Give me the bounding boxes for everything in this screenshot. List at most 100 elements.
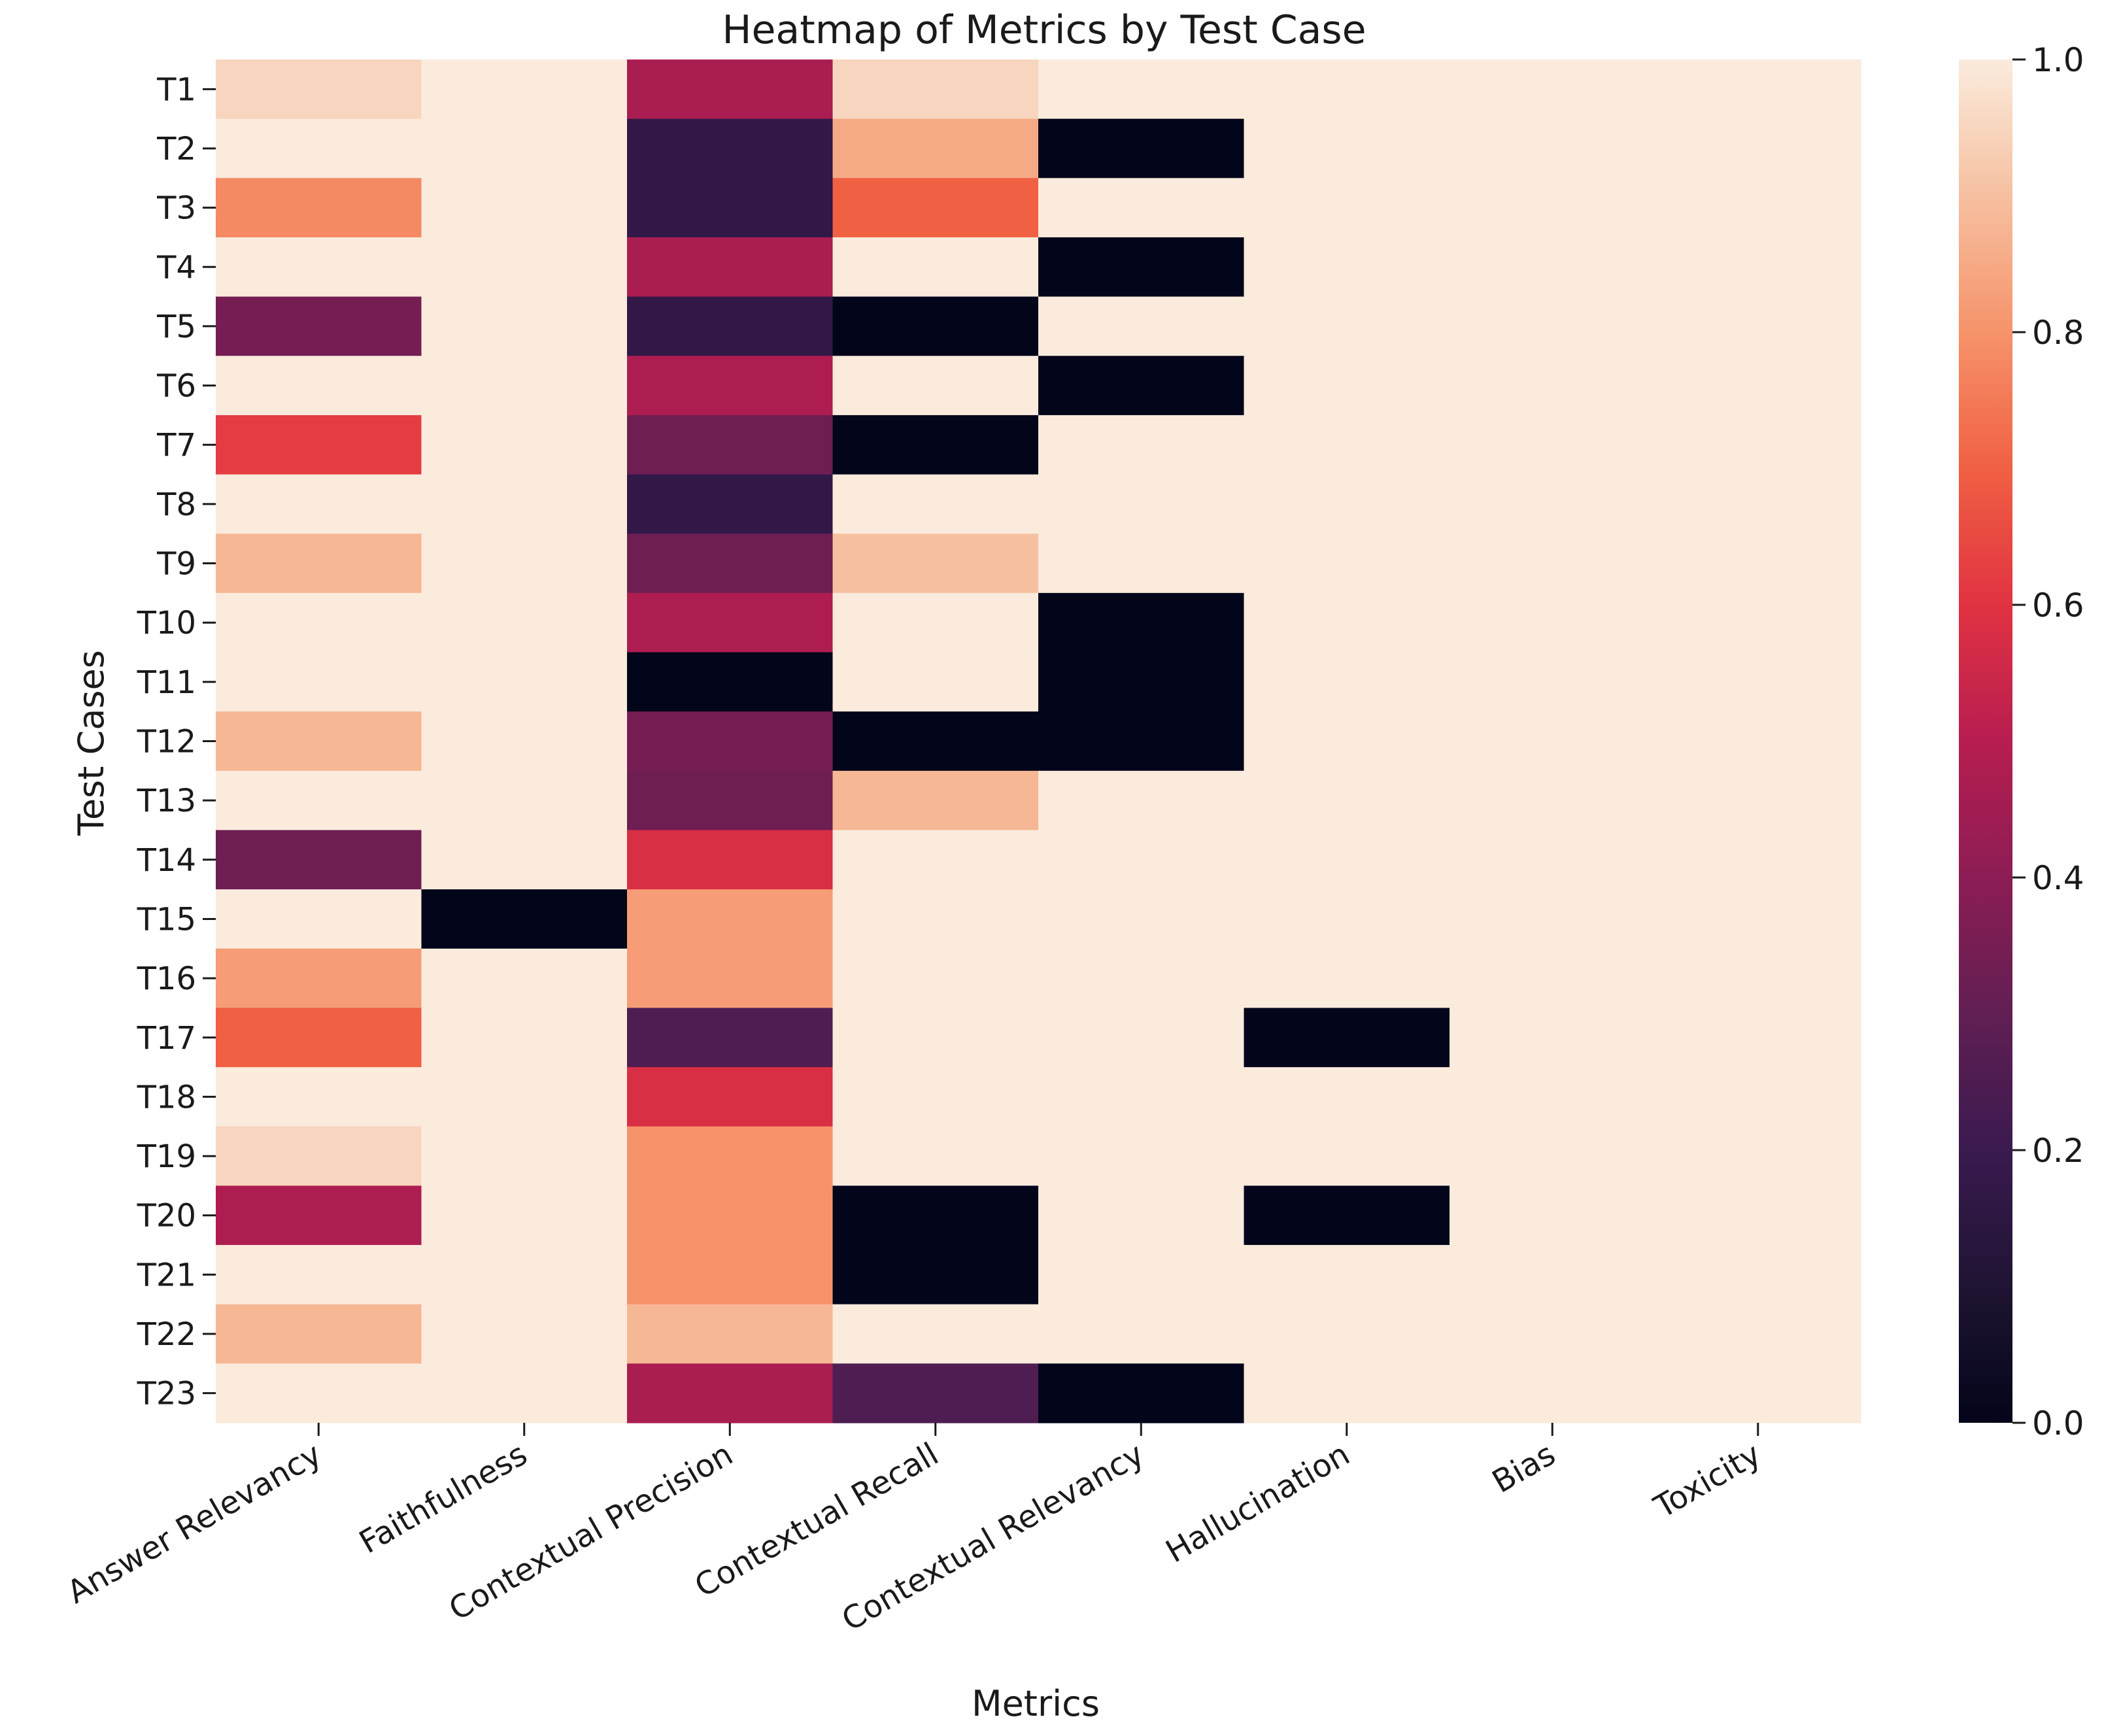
heatmap-cell bbox=[1038, 534, 1245, 594]
heatmap-cell bbox=[1038, 652, 1245, 712]
x-tick-label: Faithfulness bbox=[353, 1436, 534, 1561]
colorbar-tick-label: 0.4 bbox=[2032, 859, 2084, 897]
heatmap-cell bbox=[216, 474, 422, 534]
heatmap-cell bbox=[1244, 770, 1450, 831]
heatmap-cell bbox=[216, 178, 422, 238]
colorbar-tick-label: 1.0 bbox=[2032, 41, 2084, 79]
heatmap-cell bbox=[627, 237, 834, 298]
heatmap-cell bbox=[1655, 830, 1861, 890]
heatmap-cell bbox=[1038, 948, 1245, 1009]
heatmap-cell bbox=[421, 1304, 628, 1364]
heatmap-cell bbox=[1244, 415, 1450, 475]
heatmap-cell bbox=[1655, 770, 1861, 831]
heatmap-cell bbox=[1450, 770, 1656, 831]
heatmap-cell bbox=[421, 296, 628, 356]
heatmap-cell bbox=[1450, 830, 1656, 890]
heatmap-cell bbox=[627, 1245, 834, 1305]
heatmap-cell bbox=[1655, 889, 1861, 949]
heatmap-cell bbox=[1244, 356, 1450, 416]
heatmap-cell bbox=[1655, 178, 1861, 238]
heatmap-cell bbox=[832, 1008, 1039, 1068]
heatmap-cell bbox=[1450, 1304, 1656, 1364]
heatmap-cell bbox=[1655, 1067, 1861, 1127]
heatmap-cell bbox=[1038, 118, 1245, 179]
heatmap-cell bbox=[1038, 1363, 1245, 1423]
y-tick-label: T9 bbox=[156, 546, 196, 583]
heatmap-cell bbox=[1450, 60, 1656, 120]
heatmap-cell bbox=[1655, 1126, 1861, 1186]
heatmap-cell bbox=[216, 1008, 422, 1068]
heatmap-cell bbox=[1450, 1363, 1656, 1423]
y-tick-label: T10 bbox=[137, 605, 196, 641]
heatmap-cell bbox=[421, 889, 628, 949]
heatmap-cell bbox=[1450, 1067, 1656, 1127]
y-tick-label: T23 bbox=[137, 1376, 196, 1412]
heatmap-cell bbox=[832, 415, 1039, 475]
heatmap-cell bbox=[216, 237, 422, 298]
heatmap-cell bbox=[421, 534, 628, 594]
heatmap-cell bbox=[1038, 1245, 1245, 1305]
heatmap-cell bbox=[216, 1245, 422, 1305]
y-tick-label: T8 bbox=[156, 486, 196, 523]
heatmap-cell bbox=[421, 237, 628, 298]
heatmap-cell bbox=[832, 948, 1039, 1009]
heatmap-cell bbox=[1244, 118, 1450, 179]
y-tick-label: T7 bbox=[156, 427, 196, 464]
heatmap-cell bbox=[216, 1126, 422, 1186]
heatmap-cell bbox=[627, 1185, 834, 1246]
y-tick-label: T18 bbox=[137, 1079, 196, 1115]
heatmap-cell bbox=[832, 830, 1039, 890]
x-tick-label: Toxicity bbox=[1648, 1436, 1767, 1526]
heatmap-cell bbox=[832, 592, 1039, 653]
y-tick-label: T20 bbox=[137, 1198, 196, 1234]
y-axis-label: Test Cases bbox=[71, 650, 112, 836]
heatmap-cell bbox=[627, 1067, 834, 1127]
heatmap-cell bbox=[1450, 1008, 1656, 1068]
heatmap-cell bbox=[1450, 356, 1656, 416]
heatmap-cell bbox=[1244, 1008, 1450, 1068]
heatmap-cell bbox=[1244, 652, 1450, 712]
heatmap-cell bbox=[1450, 1185, 1656, 1246]
heatmap-cell bbox=[832, 652, 1039, 712]
heatmap-cell bbox=[832, 1304, 1039, 1364]
heatmap-cell bbox=[1655, 1304, 1861, 1364]
heatmap-cell bbox=[1038, 1126, 1245, 1186]
y-tick-label: T1 bbox=[156, 71, 196, 108]
y-tick-label: T17 bbox=[137, 1020, 196, 1057]
heatmap-cell bbox=[627, 770, 834, 831]
heatmap-cell bbox=[1244, 1304, 1450, 1364]
y-tick-label: T2 bbox=[156, 131, 196, 167]
heatmap-cell bbox=[1655, 356, 1861, 416]
colorbar-tick-label: 0.0 bbox=[2032, 1404, 2084, 1442]
heatmap-cell bbox=[216, 889, 422, 949]
heatmap-cell bbox=[1038, 237, 1245, 298]
heatmap-cell bbox=[832, 770, 1039, 831]
heatmap-cell bbox=[627, 1304, 834, 1364]
heatmap-cell bbox=[1244, 711, 1450, 772]
heatmap-cell bbox=[1244, 178, 1450, 238]
heatmap-cell bbox=[627, 296, 834, 356]
heatmap-cell bbox=[1655, 474, 1861, 534]
y-tick-label: T4 bbox=[156, 249, 196, 286]
heatmap-cell bbox=[832, 1126, 1039, 1186]
heatmap-cell bbox=[216, 770, 422, 831]
y-tick-label: T15 bbox=[137, 901, 196, 938]
colorbar-tick-label: 0.2 bbox=[2032, 1132, 2084, 1170]
heatmap-cell bbox=[1450, 534, 1656, 594]
heatmap-cell bbox=[1450, 1126, 1656, 1186]
heatmap-cell bbox=[1655, 237, 1861, 298]
heatmap-cell bbox=[1655, 948, 1861, 1009]
heatmap-cell bbox=[1655, 60, 1861, 120]
heatmap-cell bbox=[1244, 1067, 1450, 1127]
heatmap-cells bbox=[216, 60, 1861, 1423]
x-tick-label: Answer Relevancy bbox=[61, 1436, 328, 1611]
heatmap-cell bbox=[1655, 1008, 1861, 1068]
y-tick-label: T11 bbox=[137, 664, 196, 701]
heatmap-cell bbox=[1038, 1008, 1245, 1068]
heatmap-cell bbox=[216, 118, 422, 179]
heatmap-cell bbox=[421, 474, 628, 534]
heatmap-cell bbox=[1038, 1185, 1245, 1246]
heatmap-cell bbox=[1038, 1304, 1245, 1364]
heatmap-cell bbox=[627, 830, 834, 890]
heatmap-cell bbox=[216, 948, 422, 1009]
